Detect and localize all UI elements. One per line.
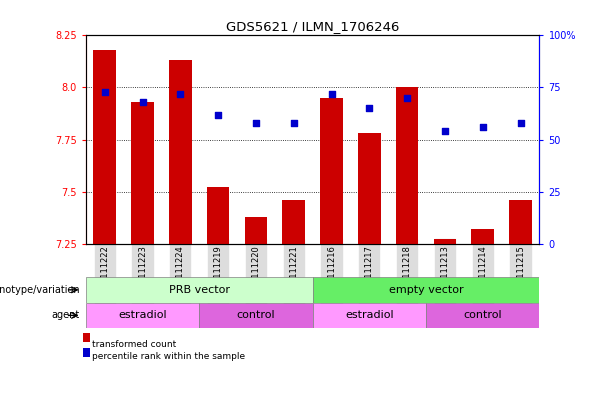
- Bar: [93, 50, 116, 244]
- Bar: [358, 133, 381, 244]
- Bar: [169, 61, 192, 244]
- Point: [289, 120, 299, 126]
- Point: [213, 111, 223, 118]
- Text: control: control: [237, 310, 275, 320]
- Bar: [86, 303, 199, 328]
- Point: [364, 105, 374, 112]
- Bar: [313, 303, 426, 328]
- Text: transformed count: transformed count: [92, 340, 176, 349]
- Bar: [86, 277, 313, 303]
- Point: [251, 120, 261, 126]
- Point: [327, 90, 337, 97]
- Bar: [131, 102, 154, 244]
- Bar: [207, 187, 229, 244]
- Bar: [396, 88, 419, 244]
- Bar: [283, 200, 305, 244]
- Text: genotype/variation: genotype/variation: [0, 285, 80, 295]
- Point: [100, 88, 110, 95]
- Bar: [320, 98, 343, 244]
- Point: [402, 95, 412, 101]
- Bar: [433, 239, 456, 244]
- Point: [175, 90, 185, 97]
- Text: agent: agent: [51, 310, 80, 320]
- Text: PRB vector: PRB vector: [169, 285, 230, 295]
- Bar: [471, 229, 494, 244]
- Text: control: control: [463, 310, 502, 320]
- Bar: [83, 333, 91, 342]
- Text: estradiol: estradiol: [118, 310, 167, 320]
- Bar: [245, 217, 267, 244]
- Bar: [199, 303, 313, 328]
- Title: GDS5621 / ILMN_1706246: GDS5621 / ILMN_1706246: [226, 20, 399, 33]
- Bar: [83, 348, 91, 357]
- Point: [137, 99, 148, 105]
- Bar: [426, 303, 539, 328]
- Point: [516, 120, 525, 126]
- Text: empty vector: empty vector: [389, 285, 463, 295]
- Text: estradiol: estradiol: [345, 310, 394, 320]
- Point: [478, 124, 488, 130]
- Point: [440, 128, 450, 134]
- Bar: [509, 200, 532, 244]
- Text: percentile rank within the sample: percentile rank within the sample: [92, 352, 245, 361]
- Bar: [313, 277, 539, 303]
